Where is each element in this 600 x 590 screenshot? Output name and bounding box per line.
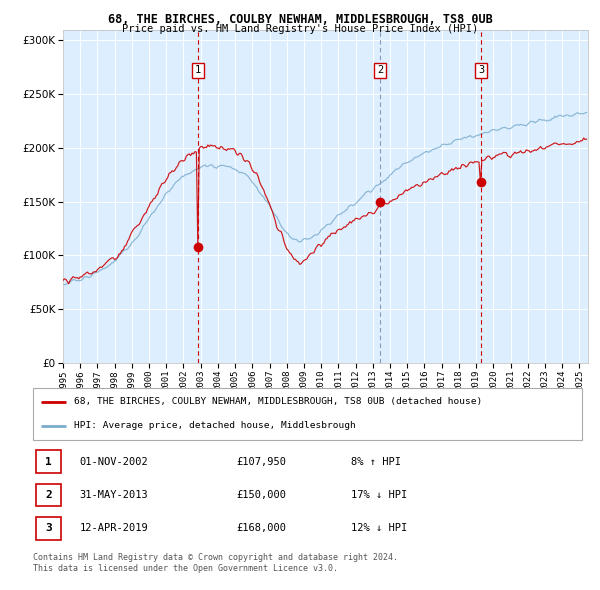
Text: HPI: Average price, detached house, Middlesbrough: HPI: Average price, detached house, Midd… — [74, 421, 356, 430]
FancyBboxPatch shape — [36, 517, 61, 540]
Text: 8% ↑ HPI: 8% ↑ HPI — [352, 457, 401, 467]
Text: Contains HM Land Registry data © Crown copyright and database right 2024.: Contains HM Land Registry data © Crown c… — [33, 553, 398, 562]
FancyBboxPatch shape — [33, 388, 582, 440]
Text: 1: 1 — [45, 457, 52, 467]
Text: 12-APR-2019: 12-APR-2019 — [80, 523, 148, 533]
Text: 3: 3 — [45, 523, 52, 533]
Text: This data is licensed under the Open Government Licence v3.0.: This data is licensed under the Open Gov… — [33, 564, 338, 573]
Text: 12% ↓ HPI: 12% ↓ HPI — [352, 523, 407, 533]
Text: 31-MAY-2013: 31-MAY-2013 — [80, 490, 148, 500]
Text: £168,000: £168,000 — [236, 523, 286, 533]
Text: 2: 2 — [377, 65, 383, 76]
Text: 1: 1 — [195, 65, 201, 76]
Text: £150,000: £150,000 — [236, 490, 286, 500]
Text: 17% ↓ HPI: 17% ↓ HPI — [352, 490, 407, 500]
Text: 3: 3 — [478, 65, 484, 76]
FancyBboxPatch shape — [36, 484, 61, 506]
Text: 2: 2 — [45, 490, 52, 500]
FancyBboxPatch shape — [36, 450, 61, 473]
Text: Price paid vs. HM Land Registry's House Price Index (HPI): Price paid vs. HM Land Registry's House … — [122, 24, 478, 34]
Text: 68, THE BIRCHES, COULBY NEWHAM, MIDDLESBROUGH, TS8 0UB (detached house): 68, THE BIRCHES, COULBY NEWHAM, MIDDLESB… — [74, 397, 482, 406]
Text: 68, THE BIRCHES, COULBY NEWHAM, MIDDLESBROUGH, TS8 0UB: 68, THE BIRCHES, COULBY NEWHAM, MIDDLESB… — [107, 13, 493, 26]
Text: 01-NOV-2002: 01-NOV-2002 — [80, 457, 148, 467]
Text: £107,950: £107,950 — [236, 457, 286, 467]
